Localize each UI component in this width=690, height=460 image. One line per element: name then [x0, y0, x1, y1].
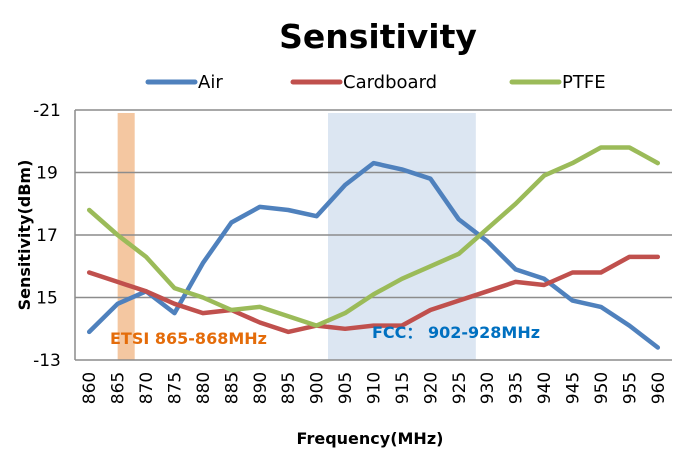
x-tick-label: 955	[620, 372, 640, 404]
legend: Air Cardboard PTFE	[145, 72, 606, 93]
x-tick-label: 925	[450, 372, 470, 404]
y-axis-title: Sensitivity(dBm)	[15, 160, 34, 311]
x-tick-label: 860	[80, 372, 100, 404]
series-line-air	[86, 160, 661, 350]
x-tick-label: 920	[421, 372, 441, 404]
x-tick-label: 880	[194, 372, 214, 404]
band-fcc	[328, 113, 476, 360]
x-tick-label: 930	[478, 372, 498, 404]
legend-label-ptfe: PTFE	[562, 72, 606, 93]
legend-label-cardboard: Cardboard	[343, 72, 437, 93]
legend-label-air: Air	[198, 72, 223, 93]
gridlines	[74, 109, 672, 361]
x-tick-label: 875	[166, 372, 186, 404]
y-tick-label: 15	[36, 289, 58, 309]
y-tick-label: -21	[33, 101, 61, 121]
x-tick-label: 950	[592, 372, 612, 404]
series-line-ptfe	[86, 145, 661, 328]
x-tick-label: 890	[251, 372, 271, 404]
x-tick-label: 960	[649, 372, 669, 404]
band-label-fcc: FCC： 902-928MHz	[372, 323, 540, 342]
x-tick-label: 910	[365, 372, 385, 404]
x-tick-label: 945	[564, 372, 584, 404]
y-tick-label: -13	[33, 351, 61, 371]
series-line-cardboard	[86, 254, 661, 335]
band-annotations: ETSI 865-868MHz FCC： 902-928MHz	[110, 323, 540, 348]
x-tick-label: 940	[535, 372, 555, 404]
x-tick-label: 865	[109, 372, 129, 404]
x-tick-label: 885	[222, 372, 242, 404]
x-tick-label: 870	[137, 372, 157, 404]
y-tick-label: 19	[36, 164, 58, 184]
x-axis-title: Frequency(MHz)	[297, 429, 444, 448]
x-tick-label: 895	[279, 372, 299, 404]
y-tick-label: 17	[36, 226, 58, 246]
x-tick-label: 900	[308, 372, 328, 404]
x-tick-label: 935	[507, 372, 527, 404]
series-lines	[86, 145, 661, 350]
x-axis-ticks: 860 865 870 875 880 885 890 895 900 905 910 915 920 9…	[80, 372, 669, 404]
x-tick-label: 915	[393, 372, 413, 404]
y-axis-ticks: -21 19 17 15 -13	[33, 101, 61, 371]
x-tick-label: 905	[336, 372, 356, 404]
band-label-etsi: ETSI 865-868MHz	[110, 329, 267, 348]
chart-title: Sensitivity	[279, 17, 477, 56]
